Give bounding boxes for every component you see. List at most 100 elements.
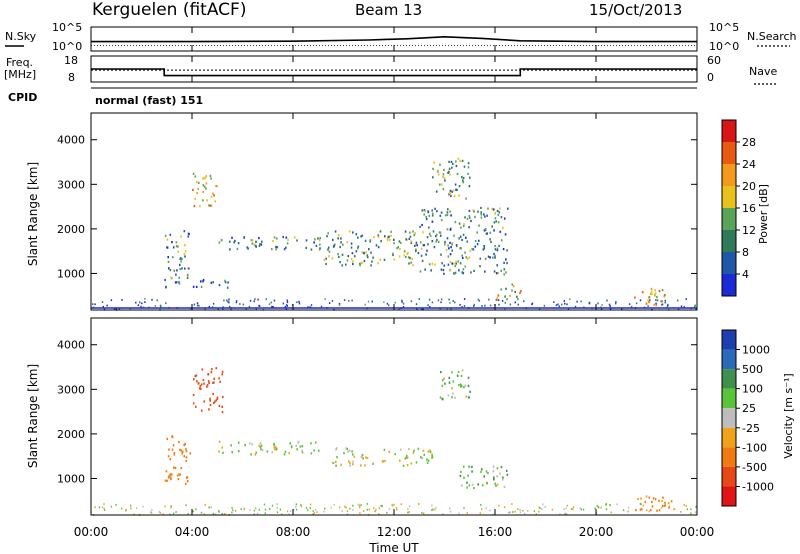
echo-cell bbox=[654, 498, 657, 501]
echo-cell bbox=[188, 267, 190, 270]
echo-cell bbox=[497, 221, 500, 224]
echo-cell bbox=[477, 483, 479, 486]
echo-cell bbox=[474, 245, 477, 248]
echo-cell bbox=[503, 273, 505, 276]
echo-cell bbox=[393, 242, 395, 245]
echo-cell bbox=[438, 231, 441, 234]
echo-cell bbox=[683, 504, 685, 506]
colorbar-swatch bbox=[722, 186, 736, 208]
echo-cell bbox=[695, 308, 697, 310]
nsky-series bbox=[91, 35, 697, 43]
echo-cell bbox=[648, 296, 651, 299]
xtick-label: 04:00 bbox=[175, 525, 210, 539]
echo-cell bbox=[352, 460, 354, 463]
echo-cell bbox=[435, 240, 438, 243]
echo-cell bbox=[423, 453, 426, 456]
echo-cell bbox=[461, 484, 463, 487]
echo-cell bbox=[172, 512, 175, 515]
echo-cell bbox=[139, 301, 141, 304]
echo-cell bbox=[286, 301, 289, 304]
echo-cell bbox=[410, 261, 412, 264]
echo-cell bbox=[653, 303, 656, 306]
echo-cell bbox=[388, 508, 391, 510]
echo-cell bbox=[460, 385, 462, 388]
echo-cell bbox=[370, 251, 372, 254]
echo-cell bbox=[648, 496, 651, 499]
echo-cell bbox=[497, 272, 500, 275]
echo-cell bbox=[130, 507, 132, 510]
echo-cell bbox=[364, 303, 366, 306]
echo-cell bbox=[428, 214, 431, 217]
echo-cell bbox=[179, 257, 182, 261]
echo-cell bbox=[332, 238, 334, 241]
echo-cell bbox=[215, 399, 217, 402]
echo-cell bbox=[498, 244, 500, 247]
echo-cell bbox=[462, 179, 464, 182]
echo-cell bbox=[635, 509, 637, 512]
echo-cell bbox=[305, 246, 307, 249]
echo-cell bbox=[452, 392, 454, 395]
echo-cell bbox=[396, 247, 398, 250]
echo-cell bbox=[192, 510, 194, 513]
echo-cell bbox=[483, 229, 486, 232]
echo-cell bbox=[422, 244, 425, 247]
echo-cell bbox=[435, 190, 438, 193]
echo-cell bbox=[406, 464, 409, 467]
echo-cell bbox=[685, 298, 687, 300]
echo-cell bbox=[473, 305, 475, 307]
echo-cell bbox=[654, 292, 657, 295]
echo-cell bbox=[565, 507, 567, 510]
echo-cell bbox=[470, 271, 472, 274]
echo-cell bbox=[509, 303, 512, 306]
echo-cell bbox=[416, 308, 418, 310]
echo-cell bbox=[345, 263, 347, 266]
echo-cell bbox=[363, 259, 366, 263]
echo-cell bbox=[468, 396, 470, 399]
echo-cell bbox=[230, 444, 232, 447]
echo-cell bbox=[237, 242, 240, 245]
echo-cell bbox=[352, 231, 354, 234]
echo-cell bbox=[264, 508, 267, 511]
echo-cell bbox=[386, 511, 388, 514]
echo-cell bbox=[391, 503, 393, 506]
echo-cell bbox=[192, 172, 195, 175]
echo-cell bbox=[469, 216, 471, 219]
echo-cell bbox=[178, 473, 180, 476]
echo-cell bbox=[506, 473, 509, 476]
echo-cell bbox=[211, 368, 213, 371]
echo-cell bbox=[503, 506, 506, 509]
echo-cell bbox=[368, 508, 370, 511]
echo-cell bbox=[661, 289, 664, 292]
echo-cell bbox=[393, 238, 395, 241]
echo-cell bbox=[203, 513, 205, 516]
echo-cell bbox=[519, 291, 521, 294]
echo-cell bbox=[460, 226, 462, 229]
echo-cell bbox=[218, 440, 221, 443]
echo-cell bbox=[299, 445, 302, 448]
echo-cell bbox=[360, 504, 362, 507]
echo-cell bbox=[523, 300, 525, 303]
echo-cell bbox=[218, 450, 220, 453]
echo-cell bbox=[487, 255, 490, 258]
echo-cell bbox=[265, 298, 267, 301]
echo-cell bbox=[472, 209, 475, 212]
echo-cell bbox=[386, 302, 389, 305]
echo-cell bbox=[253, 300, 255, 303]
echo-cell bbox=[263, 503, 266, 506]
echo-cell bbox=[334, 243, 336, 246]
ytick-label: 3000 bbox=[57, 178, 85, 191]
echo-cell bbox=[667, 304, 669, 307]
echo-cell bbox=[195, 285, 198, 288]
echo-cell bbox=[220, 238, 223, 242]
echo-cell bbox=[115, 308, 118, 310]
echo-cell bbox=[383, 258, 386, 261]
echo-cell bbox=[333, 244, 335, 247]
echo-cell bbox=[496, 249, 499, 252]
echo-cell bbox=[424, 268, 426, 271]
echo-cell bbox=[451, 243, 453, 246]
echo-cell bbox=[462, 181, 465, 184]
echo-cell bbox=[434, 508, 436, 511]
echo-cell bbox=[332, 461, 335, 465]
echo-cell bbox=[609, 504, 611, 507]
xtick-label: 12:00 bbox=[377, 525, 412, 539]
